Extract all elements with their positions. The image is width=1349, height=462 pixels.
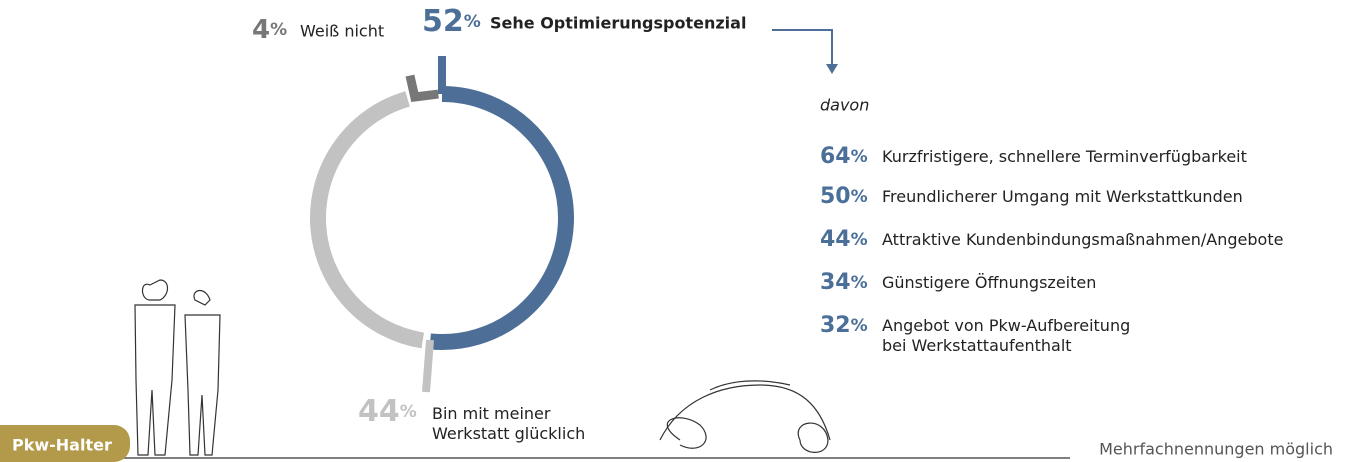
breakdown-unit: % [851, 230, 868, 250]
breakdown-value: 32% [820, 313, 868, 338]
donut-segment [430, 94, 566, 342]
breakdown-label: Attraktive Kundenbindungsmaßnahmen/Angeb… [882, 230, 1283, 249]
text-line: Freundlicherer Umgang mit Werkstattkunde… [882, 187, 1243, 206]
breakdown-number: 64 [820, 144, 851, 169]
breakdown-label: Freundlicherer Umgang mit Werkstattkunde… [882, 187, 1243, 206]
value-label: 4% [252, 15, 287, 45]
breakdown-number: 32 [820, 313, 851, 338]
connector-arrow [772, 30, 832, 68]
text-line: Werkstatt glücklich [432, 424, 585, 443]
breakdown-value: 64% [820, 144, 868, 169]
value-number: 4 [252, 15, 270, 45]
tag: Pkw-Halter [12, 436, 112, 455]
people-drawing [135, 280, 220, 455]
breakdown-number: 44 [820, 227, 851, 252]
category-label: Weiß nicht [300, 22, 384, 41]
breakdown-unit: % [851, 273, 868, 293]
text-line: Attraktive Kundenbindungsmaßnahmen/Angeb… [882, 230, 1283, 249]
text-line: Kurzfristigere, schnellere Terminverfügb… [882, 147, 1247, 166]
car-drawing [660, 381, 830, 453]
text-line: Bin mit meiner [432, 404, 551, 423]
value-number: 52 [422, 4, 464, 39]
breakdown-title: davon [820, 96, 869, 115]
note: Mehrfachnennungen möglich [1099, 440, 1333, 459]
text-line: Angebot von Pkw-Aufbereitung [882, 316, 1130, 335]
donut-segment [410, 76, 438, 97]
donut-segment [318, 99, 423, 341]
value-label: 44% [358, 394, 417, 429]
value-unit: % [400, 402, 417, 422]
infographic: Pkw-Halter Mehrfachnennungen möglich dav… [0, 0, 1349, 462]
breakdown-unit: % [851, 147, 868, 167]
value-unit: % [270, 20, 287, 40]
breakdown-number: 50 [820, 184, 851, 209]
value-unit: % [464, 12, 481, 32]
text-line: bei Werkstattaufenthalt [882, 336, 1072, 355]
value-label: 52% [422, 4, 481, 39]
breakdown-number: 34 [820, 270, 851, 295]
breakdown-label: Günstigere Öffnungszeiten [882, 273, 1096, 292]
leader-line [426, 340, 430, 392]
value-number: 44 [358, 394, 400, 429]
breakdown-value: 44% [820, 227, 868, 252]
breakdown-unit: % [851, 187, 868, 207]
breakdown-unit: % [851, 316, 868, 336]
arrow-head [826, 64, 838, 74]
text-line: Günstigere Öffnungszeiten [882, 273, 1096, 292]
breakdown-value: 34% [820, 270, 868, 295]
breakdown-label: Kurzfristigere, schnellere Terminverfügb… [882, 147, 1247, 166]
category-label: Sehe Optimierungspotenzial [490, 14, 746, 33]
breakdown-value: 50% [820, 184, 868, 209]
